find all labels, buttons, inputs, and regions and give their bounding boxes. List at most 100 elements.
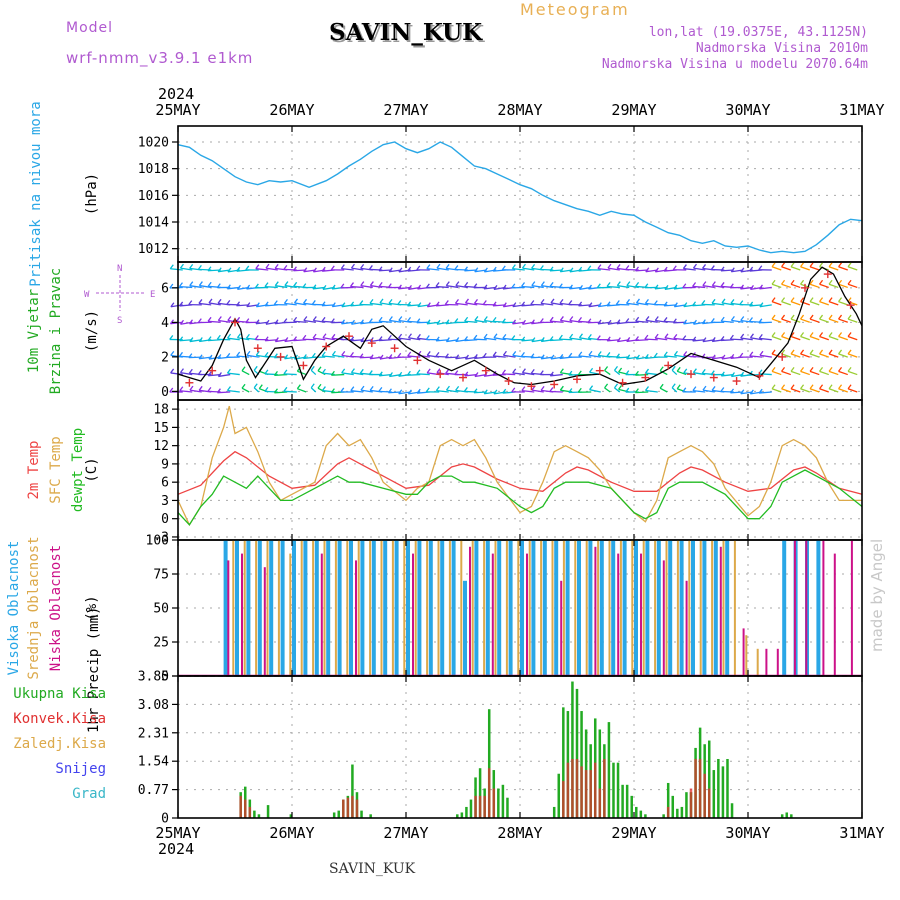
wind-barb — [360, 385, 365, 391]
wind-barb — [407, 284, 412, 290]
wind-barb — [303, 269, 316, 273]
wind-barb — [800, 366, 805, 372]
cloud-bar — [702, 540, 707, 676]
wind-barb — [749, 389, 754, 395]
wind-barb — [425, 387, 430, 393]
precip-bar — [351, 764, 354, 818]
wind-barb — [549, 281, 554, 287]
wind-barb — [711, 302, 725, 306]
precip-bar — [644, 814, 647, 818]
wind-barb — [226, 352, 231, 358]
wind-barb — [758, 318, 763, 324]
wind-barb — [474, 319, 487, 323]
wind-barb — [227, 267, 232, 273]
wind-barb — [790, 349, 795, 355]
wind-barb — [317, 366, 322, 372]
precip-ytick-label: 1.54 — [138, 755, 169, 770]
pressure-ytick-label: 1012 — [138, 242, 169, 257]
wind-barb — [236, 355, 250, 358]
wind-barb — [387, 388, 392, 394]
wind-barb — [273, 370, 278, 376]
wind-barb — [644, 299, 649, 304]
wind-barb — [502, 388, 507, 394]
wind-barb — [644, 386, 650, 391]
wind-barb — [197, 264, 202, 270]
wind-barb — [492, 301, 497, 307]
wind-barb — [748, 317, 753, 322]
precip-bar — [487, 709, 491, 818]
wind-barb — [626, 356, 639, 360]
wind-barb — [370, 284, 383, 289]
wind-barb — [671, 369, 678, 376]
wind-barb — [635, 339, 649, 342]
wind-barb — [483, 333, 488, 339]
wind-barb — [445, 264, 450, 269]
wind-barb — [838, 388, 848, 393]
precip-bar — [248, 806, 252, 818]
wind-barb — [379, 302, 392, 306]
wind-barb — [587, 265, 592, 271]
cloud-bar — [782, 540, 787, 676]
wind-barb — [198, 354, 203, 360]
wind-barb — [664, 284, 669, 290]
precip-bar — [266, 805, 270, 818]
wind-barb — [549, 336, 554, 341]
wind-barb — [283, 390, 297, 393]
wind-barb — [847, 335, 858, 341]
wind-barb — [809, 370, 820, 376]
wind-barb — [607, 267, 620, 271]
wind-ytick-label: 6 — [161, 281, 169, 296]
wind-barb — [178, 351, 183, 357]
wind-barb — [569, 316, 574, 321]
cloud-bar — [685, 580, 688, 676]
wind-barb — [653, 300, 658, 305]
bottom-date-label: 28MAY — [497, 824, 542, 842]
wind-barb — [729, 334, 734, 340]
wind-barb — [169, 319, 174, 325]
wind-barb — [549, 387, 554, 392]
wind-barb — [492, 316, 497, 322]
wind-barb — [398, 316, 403, 321]
wind-barb — [258, 384, 263, 390]
wind-barb — [521, 339, 535, 342]
wind-barb — [693, 267, 706, 271]
wind-barb — [464, 298, 469, 304]
wind-barb — [530, 353, 535, 359]
wind-barb — [540, 386, 545, 391]
wind-barb — [522, 267, 535, 271]
wind-barb — [492, 370, 497, 376]
wind-barb — [771, 370, 782, 376]
cloud-bar — [554, 540, 559, 676]
wind-barb — [729, 388, 735, 394]
precip-bar — [239, 795, 242, 818]
wind-barb — [568, 388, 573, 393]
temperature-ytick-label: 18 — [153, 403, 169, 418]
wind-barb — [720, 371, 725, 377]
cloud-bar — [360, 540, 365, 676]
wind-barb — [170, 321, 183, 325]
wind-barb — [483, 286, 497, 290]
wind-barb — [819, 384, 824, 390]
wind-barb — [503, 354, 516, 358]
wind-barb — [398, 371, 403, 377]
wind-barb — [454, 265, 459, 270]
wind-barb — [341, 268, 354, 271]
wind-barb — [398, 286, 411, 290]
temperature-ylabel: (C) — [84, 457, 100, 482]
wind-barb — [473, 391, 487, 394]
model-label: Model — [66, 20, 114, 36]
wind-barb — [236, 333, 241, 339]
precip-bar — [607, 722, 611, 818]
cloud-bar — [469, 546, 471, 676]
wind-barb — [188, 368, 193, 374]
wind-barb — [809, 297, 814, 303]
cloud-side-label: Srednja Oblacnost — [26, 536, 42, 679]
wind-barb — [645, 389, 658, 393]
wind-barb — [426, 319, 431, 325]
wind-barb — [587, 333, 592, 339]
wind-barb — [731, 319, 744, 323]
wind-barb — [838, 335, 848, 341]
wind-barb — [654, 333, 659, 339]
wind-barb — [634, 266, 640, 272]
